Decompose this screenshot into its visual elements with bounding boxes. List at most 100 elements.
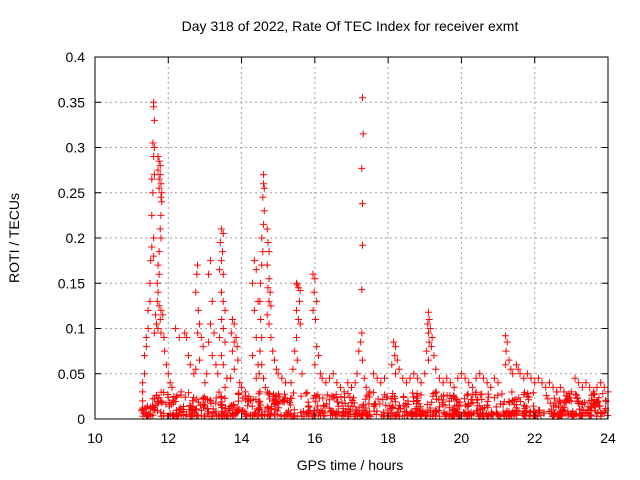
data-point (164, 390, 172, 398)
grid-lines (95, 57, 608, 419)
data-point (265, 275, 273, 283)
data-point (212, 361, 220, 369)
data-point (402, 408, 410, 416)
data-point (209, 409, 217, 417)
data-point (157, 397, 165, 405)
y-tick-label: 0.2 (66, 230, 86, 246)
data-point (359, 130, 367, 138)
data-point (391, 370, 399, 378)
data-point (197, 412, 205, 420)
data-point (505, 356, 513, 364)
data-point (351, 379, 359, 387)
data-point (319, 394, 327, 402)
data-point (325, 396, 333, 404)
data-point (210, 329, 218, 337)
data-point (208, 352, 216, 360)
data-point (432, 408, 440, 416)
data-point (269, 347, 277, 355)
data-point (523, 370, 531, 378)
data-point (221, 383, 229, 391)
data-point (406, 374, 414, 382)
data-point (281, 411, 289, 419)
data-point (411, 408, 419, 416)
data-point (192, 365, 200, 373)
data-point (172, 406, 180, 414)
data-point (150, 103, 158, 111)
data-point (154, 325, 162, 332)
data-point (484, 403, 492, 411)
data-point (188, 406, 196, 414)
data-point (258, 411, 266, 419)
data-point (355, 347, 363, 355)
data-point (432, 409, 440, 417)
data-point (157, 408, 165, 416)
data-point (255, 370, 263, 378)
data-point (432, 388, 440, 396)
data-point (217, 352, 225, 360)
data-point (192, 288, 200, 296)
data-point (271, 356, 279, 364)
data-point (521, 402, 529, 410)
data-point (402, 379, 410, 387)
data-point (194, 261, 202, 269)
data-point (183, 334, 191, 342)
y-tick-label: 0.25 (58, 185, 85, 201)
y-tick-label: 0.3 (66, 140, 86, 156)
data-point (259, 193, 267, 201)
data-point (156, 315, 164, 323)
data-point (261, 383, 269, 391)
data-point (190, 410, 198, 418)
data-point (311, 275, 319, 283)
data-point (346, 393, 354, 401)
data-point (450, 383, 458, 391)
data-point (315, 409, 323, 417)
data-point (144, 325, 152, 332)
data-point (567, 397, 575, 405)
data-point (374, 395, 382, 403)
data-point (221, 306, 229, 314)
data-point (148, 211, 156, 219)
data-point (228, 315, 236, 323)
data-point (484, 390, 492, 398)
data-point (424, 308, 432, 316)
data-point (424, 329, 432, 337)
data-point (252, 266, 260, 274)
axis-ticks: 10 12 14 16 18 20 22 24 0 0.05 0.1 0.15 0.2 0.25 0.3 0.… (58, 49, 616, 446)
data-point (423, 400, 431, 408)
data-point (521, 388, 529, 396)
data-point (362, 404, 370, 412)
data-point (286, 399, 294, 407)
data-point (139, 404, 147, 412)
data-point (386, 402, 394, 410)
data-point (346, 410, 354, 418)
data-point (219, 325, 227, 332)
data-point (569, 411, 577, 419)
data-point (242, 409, 250, 417)
data-point (180, 407, 188, 415)
data-point (281, 390, 289, 398)
data-point (164, 370, 172, 378)
data-point (373, 407, 381, 415)
data-point (431, 407, 439, 415)
data-point (186, 361, 194, 369)
data-point (365, 411, 373, 419)
data-point (153, 297, 161, 305)
data-point (274, 370, 282, 378)
data-point (212, 399, 220, 407)
y-tick-label: 0 (77, 411, 85, 427)
data-point (427, 343, 435, 351)
data-point (478, 405, 486, 413)
data-point (229, 410, 237, 418)
data-point (266, 288, 274, 296)
data-point (483, 379, 491, 387)
data-point (538, 379, 546, 387)
data-point (215, 388, 223, 396)
data-point (144, 306, 152, 314)
data-point (285, 407, 293, 415)
data-point (545, 379, 553, 387)
data-point (166, 379, 174, 387)
data-point (315, 352, 323, 360)
data-point (148, 175, 156, 183)
data-point (432, 365, 440, 373)
data-point (217, 412, 225, 420)
